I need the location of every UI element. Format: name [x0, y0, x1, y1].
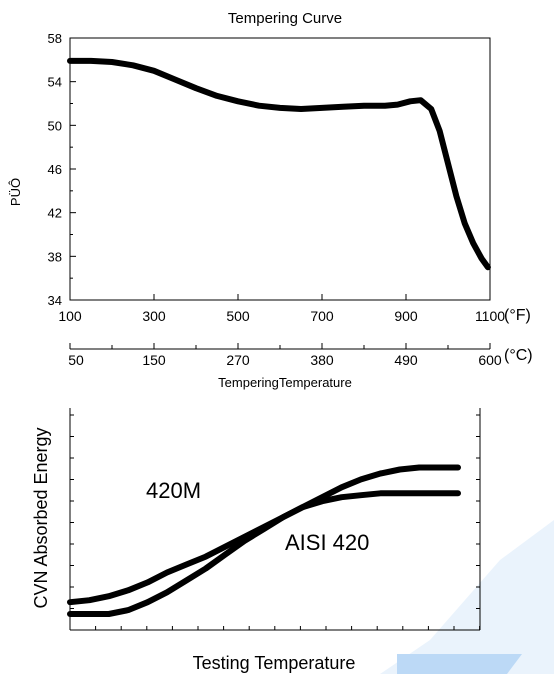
x-tick-group: 100 300 500 700 900 1100 [58, 294, 505, 324]
series-aisi420-label: AISI 420 [285, 530, 369, 555]
y-tick-label: 38 [48, 249, 62, 264]
celsius-tick-group: 50 150 270 380 490 600 [68, 343, 502, 368]
series-aisi420-line [67, 490, 461, 617]
series-420m-line [67, 464, 461, 606]
cvn-y-axis-label: CVN Absorbed Energy [31, 427, 51, 608]
cvn-x-axis-label: Testing Temperature [193, 653, 356, 673]
watermark-bar [397, 654, 522, 674]
y-tick-group: 34 38 42 46 50 54 58 [48, 31, 76, 308]
cvn-chart: CVN Absorbed Energy Testing Temperature … [31, 408, 481, 673]
y-tick-label: 50 [48, 118, 62, 133]
y-tick-label: 46 [48, 162, 62, 177]
celsius-tick-label: 380 [310, 352, 334, 368]
x-axis-label: TemperingTemperature [218, 375, 352, 390]
x-tick-label: 700 [310, 308, 334, 324]
celsius-tick-label: 600 [478, 352, 502, 368]
y-tick-label: 58 [48, 31, 62, 46]
fahrenheit-unit: (°F) [504, 307, 531, 324]
tempering-chart: Tempering Curve PÜÔ 34 38 42 46 50 54 58 100 30… [8, 10, 533, 390]
celsius-tick-label: 490 [394, 352, 418, 368]
y-tick-label: 34 [48, 293, 62, 308]
watermark-shape [380, 520, 554, 674]
celsius-tick-label: 50 [68, 352, 84, 368]
x-tick-label: 100 [58, 308, 82, 324]
celsius-tick-label: 270 [226, 352, 250, 368]
plot-area [69, 37, 491, 301]
y-axis-label: PÜÔ [8, 178, 23, 206]
x-tick-label: 500 [226, 308, 250, 324]
y-tick-label: 54 [48, 75, 62, 90]
x-tick-label: 300 [142, 308, 166, 324]
celsius-tick-label: 150 [142, 352, 166, 368]
tick-group [70, 414, 481, 630]
x-tick-label: 900 [394, 308, 418, 324]
tempering-curve-line [67, 57, 491, 271]
x-tick-label: 1100 [475, 308, 505, 324]
chart-title: Tempering Curve [228, 10, 342, 27]
series-420m-label: 420M [146, 478, 201, 503]
celsius-unit: (°C) [504, 347, 533, 364]
y-tick-label: 42 [48, 206, 62, 221]
